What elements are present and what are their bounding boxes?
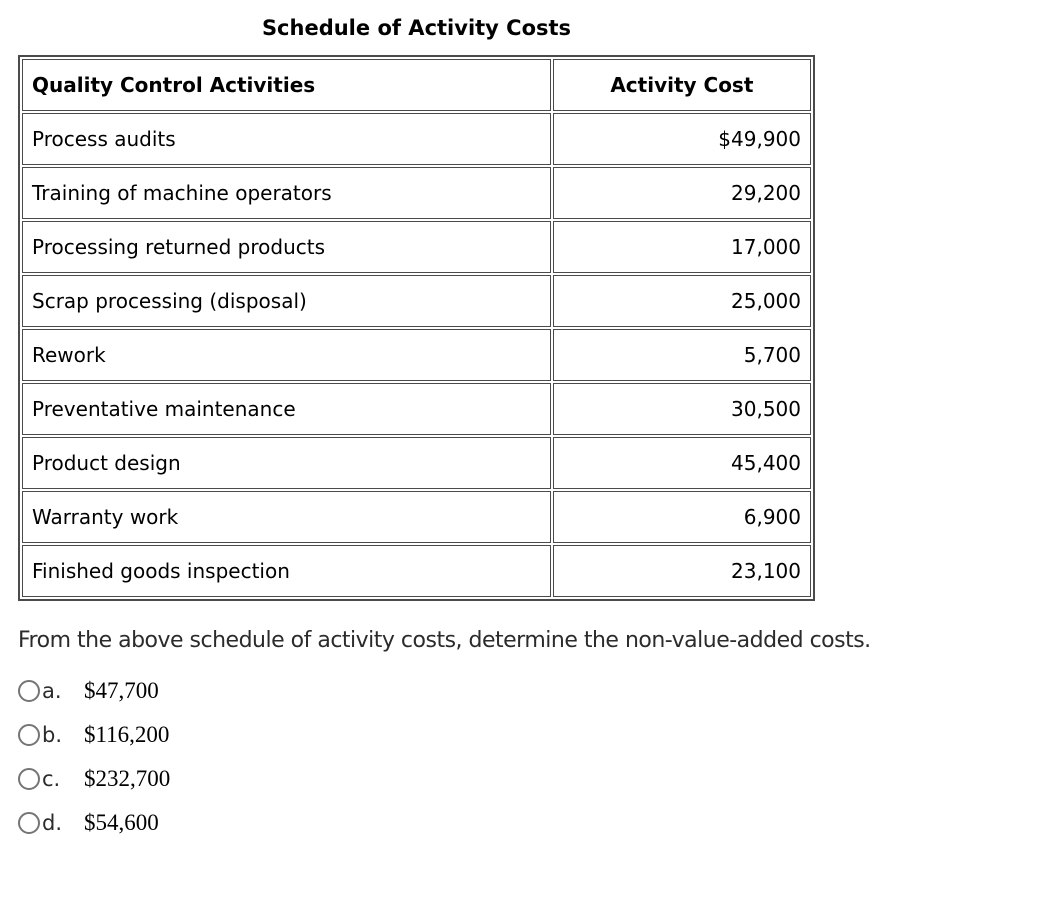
answer-option-c[interactable]: c. $232,700 <box>18 757 1044 801</box>
table-row: Preventative maintenance 30,500 <box>22 383 811 435</box>
table-row: Finished goods inspection 23,100 <box>22 545 811 597</box>
answer-option-a[interactable]: a. $47,700 <box>18 669 1044 713</box>
radio-button-b[interactable] <box>18 724 40 746</box>
cost-cell: 30,500 <box>552 383 811 435</box>
page-title: Schedule of Activity Costs <box>261 16 572 40</box>
radio-button-c[interactable] <box>18 768 40 790</box>
column-header-cost: Activity Cost <box>552 59 811 111</box>
option-value: $47,700 <box>84 678 159 703</box>
option-letter: c. <box>42 767 61 791</box>
activity-cell: Processing returned products <box>22 221 551 273</box>
cost-cell: 29,200 <box>552 167 811 219</box>
option-value: $54,600 <box>84 810 159 835</box>
cost-cell: 45,400 <box>552 437 811 489</box>
table-row: Process audits $49,900 <box>22 113 811 165</box>
activity-costs-table: Quality Control Activities Activity Cost… <box>18 55 815 601</box>
table-row: Training of machine operators 29,200 <box>22 167 811 219</box>
cost-cell: $49,900 <box>552 113 811 165</box>
cost-cell: 6,900 <box>552 491 811 543</box>
option-letter: d. <box>42 811 63 835</box>
activity-cell: Scrap processing (disposal) <box>22 275 551 327</box>
radio-button-a[interactable] <box>18 680 40 702</box>
table-header-row: Quality Control Activities Activity Cost <box>22 59 811 111</box>
activity-cell: Warranty work <box>22 491 551 543</box>
option-value: $232,700 <box>84 766 171 791</box>
activity-cell: Process audits <box>22 113 551 165</box>
option-value: $116,200 <box>84 722 170 747</box>
activity-cell: Training of machine operators <box>22 167 551 219</box>
activity-cell: Finished goods inspection <box>22 545 551 597</box>
table-row: Rework 5,700 <box>22 329 811 381</box>
table-row: Product design 45,400 <box>22 437 811 489</box>
question-text: From the above schedule of activity cost… <box>18 628 871 653</box>
cost-cell: 23,100 <box>552 545 811 597</box>
answer-option-b[interactable]: b. $116,200 <box>18 713 1044 757</box>
cost-cell: 25,000 <box>552 275 811 327</box>
activity-cell: Rework <box>22 329 551 381</box>
answer-option-d[interactable]: d. $54,600 <box>18 801 1044 845</box>
option-letter: b. <box>42 723 63 747</box>
table-row: Scrap processing (disposal) 25,000 <box>22 275 811 327</box>
cost-cell: 17,000 <box>552 221 811 273</box>
table-row: Warranty work 6,900 <box>22 491 811 543</box>
answer-options: a. $47,700 b. $116,200 c. $232,700 d. $5… <box>18 669 1044 845</box>
activity-cell: Preventative maintenance <box>22 383 551 435</box>
radio-button-d[interactable] <box>18 812 40 834</box>
cost-cell: 5,700 <box>552 329 811 381</box>
option-letter: a. <box>42 679 62 703</box>
table-row: Processing returned products 17,000 <box>22 221 811 273</box>
column-header-activities: Quality Control Activities <box>22 59 551 111</box>
activity-cell: Product design <box>22 437 551 489</box>
